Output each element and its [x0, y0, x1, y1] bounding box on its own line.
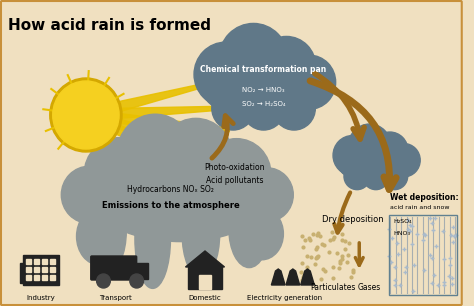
Circle shape: [240, 168, 293, 222]
Circle shape: [53, 81, 119, 149]
Bar: [27, 275, 31, 280]
Text: HNO₃: HNO₃: [393, 231, 410, 236]
Text: Domestic: Domestic: [189, 295, 221, 301]
Circle shape: [50, 78, 122, 152]
Polygon shape: [118, 106, 225, 118]
Circle shape: [130, 274, 144, 288]
Ellipse shape: [182, 190, 219, 278]
Ellipse shape: [229, 190, 269, 268]
Text: Photo-oxidation: Photo-oxidation: [204, 163, 264, 172]
Bar: [19, 263, 27, 283]
Polygon shape: [117, 83, 205, 112]
Circle shape: [242, 86, 285, 130]
Ellipse shape: [88, 190, 126, 273]
FancyArrowPatch shape: [356, 243, 363, 265]
Bar: [34, 259, 39, 264]
Circle shape: [97, 274, 110, 288]
Circle shape: [388, 144, 420, 177]
Text: NO₂ → HNO₃: NO₂ → HNO₃: [242, 87, 285, 93]
Circle shape: [333, 136, 372, 175]
Bar: [27, 259, 31, 264]
Circle shape: [363, 163, 389, 190]
Polygon shape: [286, 269, 300, 285]
Bar: [133, 263, 148, 279]
Text: Acid pollutants: Acid pollutants: [206, 176, 263, 185]
Circle shape: [348, 124, 391, 168]
Bar: [42, 259, 47, 264]
Polygon shape: [116, 119, 215, 152]
FancyArrowPatch shape: [334, 192, 350, 233]
Text: Industry: Industry: [27, 295, 55, 301]
Circle shape: [283, 55, 336, 109]
Bar: [199, 275, 211, 289]
Bar: [50, 275, 55, 280]
Bar: [389, 215, 457, 295]
Circle shape: [212, 86, 255, 130]
Text: How acid rain is formed: How acid rain is formed: [8, 18, 211, 33]
Circle shape: [344, 163, 370, 190]
Circle shape: [273, 86, 315, 130]
Text: Hydrocarbons NOₓ SO₂: Hydrocarbons NOₓ SO₂: [128, 185, 214, 194]
Circle shape: [117, 114, 193, 192]
Circle shape: [219, 24, 288, 94]
Polygon shape: [118, 113, 229, 132]
Text: acid rain and snow: acid rain and snow: [391, 205, 450, 210]
Ellipse shape: [203, 62, 325, 119]
Circle shape: [372, 132, 408, 169]
Text: Transport: Transport: [99, 295, 132, 301]
Bar: [42, 275, 47, 280]
Text: Dry deposition: Dry deposition: [322, 215, 384, 224]
Text: SO₂ → H₂SO₄: SO₂ → H₂SO₄: [242, 101, 285, 107]
Circle shape: [202, 139, 271, 209]
Ellipse shape: [94, 159, 267, 242]
Bar: [50, 259, 55, 264]
Ellipse shape: [76, 208, 122, 265]
Circle shape: [61, 166, 117, 223]
Text: Emissions to the atmosphere: Emissions to the atmosphere: [102, 201, 240, 210]
Text: Electricity generation: Electricity generation: [246, 295, 322, 301]
Circle shape: [84, 138, 155, 211]
FancyArrowPatch shape: [310, 81, 396, 189]
Bar: [50, 267, 55, 272]
FancyArrowPatch shape: [315, 73, 364, 139]
FancyArrowPatch shape: [212, 116, 233, 158]
Bar: [34, 275, 39, 280]
Polygon shape: [301, 269, 314, 285]
Ellipse shape: [240, 208, 283, 260]
FancyBboxPatch shape: [91, 256, 137, 280]
Bar: [27, 267, 31, 272]
Bar: [188, 267, 222, 289]
Text: Particulates: Particulates: [310, 283, 356, 292]
FancyBboxPatch shape: [1, 1, 462, 305]
Bar: [23, 255, 59, 285]
Circle shape: [257, 36, 316, 97]
Text: Chemical transformation pan: Chemical transformation pan: [201, 65, 327, 74]
Ellipse shape: [338, 147, 413, 183]
Text: Gases: Gases: [357, 283, 381, 292]
Polygon shape: [272, 269, 285, 285]
Text: H₂SO₄: H₂SO₄: [393, 219, 412, 224]
Bar: [42, 267, 47, 272]
Circle shape: [382, 163, 408, 190]
Polygon shape: [114, 124, 196, 167]
Ellipse shape: [135, 190, 171, 288]
Circle shape: [159, 118, 232, 193]
Circle shape: [194, 42, 257, 106]
Bar: [34, 267, 39, 272]
Text: Wet deposition:: Wet deposition:: [391, 193, 459, 202]
Polygon shape: [185, 251, 225, 267]
